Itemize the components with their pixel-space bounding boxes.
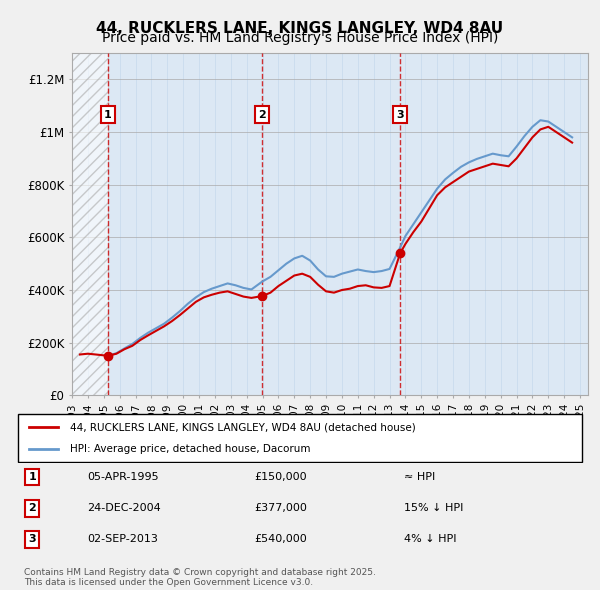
Text: 44, RUCKLERS LANE, KINGS LANGLEY, WD4 8AU (detached house): 44, RUCKLERS LANE, KINGS LANGLEY, WD4 8A… <box>70 422 415 432</box>
Text: 24-DEC-2004: 24-DEC-2004 <box>87 503 161 513</box>
Bar <box>72 53 108 395</box>
Text: £540,000: £540,000 <box>254 535 307 544</box>
Text: 02-SEP-2013: 02-SEP-2013 <box>87 535 158 544</box>
Text: 2: 2 <box>259 110 266 120</box>
FancyBboxPatch shape <box>18 414 582 462</box>
Text: Price paid vs. HM Land Registry's House Price Index (HPI): Price paid vs. HM Land Registry's House … <box>102 31 498 45</box>
Text: HPI: Average price, detached house, Dacorum: HPI: Average price, detached house, Daco… <box>70 444 310 454</box>
Text: 1: 1 <box>28 472 36 482</box>
Text: 15% ↓ HPI: 15% ↓ HPI <box>404 503 463 513</box>
Text: 2: 2 <box>28 503 36 513</box>
Text: £150,000: £150,000 <box>254 472 307 482</box>
Text: 44, RUCKLERS LANE, KINGS LANGLEY, WD4 8AU: 44, RUCKLERS LANE, KINGS LANGLEY, WD4 8A… <box>97 21 503 35</box>
Text: 4% ↓ HPI: 4% ↓ HPI <box>404 535 456 544</box>
Text: 1: 1 <box>104 110 112 120</box>
Text: Contains HM Land Registry data © Crown copyright and database right 2025.
This d: Contains HM Land Registry data © Crown c… <box>24 568 376 587</box>
Text: £377,000: £377,000 <box>254 503 307 513</box>
Text: ≈ HPI: ≈ HPI <box>404 472 435 482</box>
Text: 3: 3 <box>28 535 36 544</box>
Text: 3: 3 <box>397 110 404 120</box>
Text: 05-APR-1995: 05-APR-1995 <box>87 472 158 482</box>
